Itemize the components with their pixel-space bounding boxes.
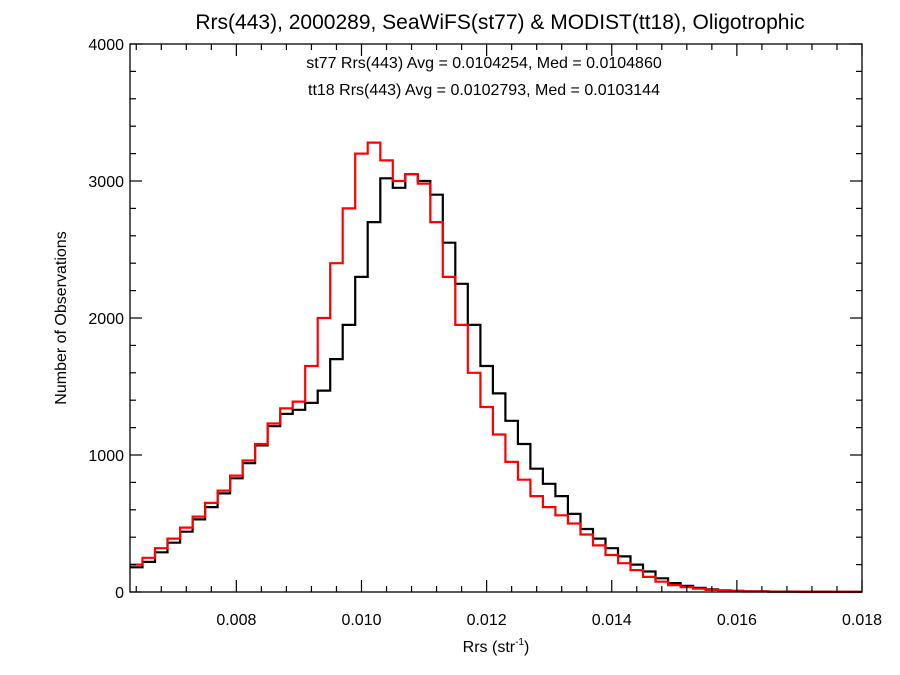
x-axis-label-end: ) [524,639,529,656]
x-tick-label: 0.012 [467,612,507,629]
x-tick-label: 0.016 [717,612,757,629]
y-tick-label: 1000 [88,448,124,465]
x-axis-label-sup: -1 [515,637,524,648]
chart-title: Rrs(443), 2000289, SeaWiFS(st77) & MODIS… [195,11,804,34]
annotation-tt18: tt18 Rrs(443) Avg = 0.0102793, Med = 0.0… [308,82,660,99]
x-axis-label-main: Rrs (str [463,639,516,656]
ticks-layer: 0.008 0.010 0.012 0.014 0.016 0.018 0 1000 2000 3… [88,37,882,629]
x-tick-label: 0.018 [842,612,882,629]
series-line-1 [130,141,862,593]
x-axis-label: Rrs (str-1) [463,637,530,656]
y-tick-label: 4000 [88,37,124,54]
y-tick-label: 2000 [88,311,124,328]
x-tick-label: 0.014 [592,612,632,629]
x-tick-label: 0.010 [341,612,381,629]
plot-frame [129,43,863,593]
x-tick-label: 0.008 [216,612,256,629]
series-line-0 [130,173,862,593]
y-tick-label: 3000 [88,174,124,191]
y-axis-label: Number of Observations [53,231,70,404]
annotation-st77: st77 Rrs(443) Avg = 0.0104254, Med = 0.0… [306,55,662,72]
series-layer [130,141,862,593]
y-tick-label: 0 [115,585,124,602]
